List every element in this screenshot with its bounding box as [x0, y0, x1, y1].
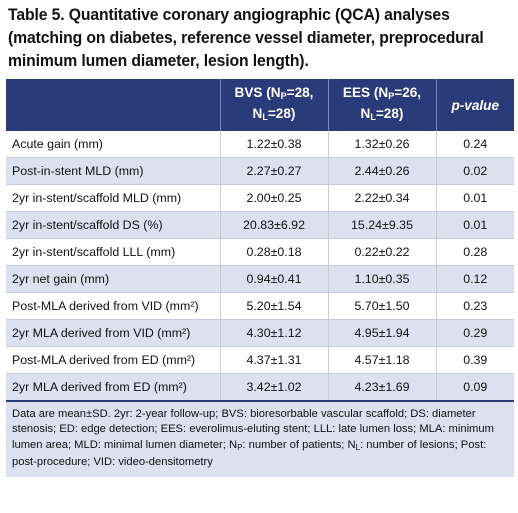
- p-value: 0.28: [436, 238, 514, 266]
- ees-value: 0.22±0.22: [328, 238, 437, 266]
- row-label: Post-MLA derived from ED (mm²): [6, 346, 221, 374]
- row-label: 2yr net gain (mm): [6, 265, 221, 293]
- p-value: 0.01: [436, 184, 514, 212]
- table-row: Post-MLA derived from ED (mm²) 4.37±1.31 4…: [6, 346, 514, 374]
- row-label: 2yr in-stent/scaffold DS (%): [6, 211, 221, 239]
- header-pvalue: p-value: [436, 79, 514, 131]
- bvs-value: 5.20±1.54: [220, 292, 329, 320]
- row-label: 2yr in-stent/scaffold LLL (mm): [6, 238, 221, 266]
- table-row: 2yr in-stent/scaffold MLD (mm) 2.00±0.25 2…: [6, 184, 514, 212]
- bvs-value: 0.28±0.18: [220, 238, 329, 266]
- ees-value: 1.32±0.26: [328, 131, 437, 158]
- table-row: Acute gain (mm) 1.22±0.38 1.32±0.26 0.24: [6, 131, 514, 158]
- p-value: 0.12: [436, 265, 514, 293]
- ees-value: 4.57±1.18: [328, 346, 437, 374]
- bvs-value: 3.42±1.02: [220, 373, 329, 400]
- ees-value: 4.23±1.69: [328, 373, 437, 400]
- ees-value: 5.70±1.50: [328, 292, 437, 320]
- table-row: 2yr in-stent/scaffold DS (%) 20.83±6.92 15…: [6, 211, 514, 239]
- table-row: 2yr MLA derived from VID (mm²) 4.30±1.12 4…: [6, 319, 514, 347]
- ees-value: 2.44±0.26: [328, 157, 437, 185]
- p-value: 0.01: [436, 211, 514, 239]
- table-title-line: (matching on diabetes, reference vessel …: [8, 29, 484, 47]
- bvs-value: 4.30±1.12: [220, 319, 329, 347]
- table-row: Post-in-stent MLD (mm) 2.27±0.27 2.44±0.26…: [6, 157, 514, 185]
- table-row: 2yr MLA derived from ED (mm²) 3.42±1.02 4.…: [6, 373, 514, 400]
- table-row: 2yr net gain (mm) 0.94±0.41 1.10±0.35 0.12: [6, 265, 514, 293]
- row-label: Acute gain (mm): [6, 131, 221, 158]
- qca-table: BVS (NP=28, NL=28) EES (NP=26, NL=28) p-…: [6, 79, 514, 400]
- bvs-value: 0.94±0.41: [220, 265, 329, 293]
- header-ees: EES (NP=26, NL=28): [328, 79, 437, 131]
- header-label: [6, 79, 221, 131]
- p-value: 0.29: [436, 319, 514, 347]
- p-value: 0.39: [436, 346, 514, 374]
- row-label: 2yr MLA derived from VID (mm²): [6, 319, 221, 347]
- row-label: 2yr in-stent/scaffold MLD (mm): [6, 184, 221, 212]
- p-value: 0.02: [436, 157, 514, 185]
- table-row: 2yr in-stent/scaffold LLL (mm) 0.28±0.18 0…: [6, 238, 514, 266]
- p-value: 0.24: [436, 131, 514, 158]
- bvs-value: 20.83±6.92: [220, 211, 329, 239]
- header-bvs: BVS (NP=28, NL=28): [220, 79, 329, 131]
- row-label: 2yr MLA derived from ED (mm²): [6, 373, 221, 400]
- bvs-value: 4.37±1.31: [220, 346, 329, 374]
- p-value: 0.09: [436, 373, 514, 400]
- ees-value: 15.24±9.35: [328, 211, 437, 239]
- ees-value: 2.22±0.34: [328, 184, 437, 212]
- bvs-value: 1.22±0.38: [220, 131, 329, 158]
- row-label: Post-in-stent MLD (mm): [6, 157, 221, 185]
- table-title-line: minimum lumen diameter, lesion length).: [8, 52, 309, 70]
- header-row: BVS (NP=28, NL=28) EES (NP=26, NL=28) p-…: [6, 79, 514, 131]
- table-title: Table 5. Quantitative coronary angiograp…: [8, 4, 497, 73]
- table-footnote: Data are mean±SD. 2yr: 2-year follow-up;…: [6, 400, 514, 477]
- ees-value: 1.10±0.35: [328, 265, 437, 293]
- table-row: Post-MLA derived from VID (mm²) 5.20±1.54…: [6, 292, 514, 320]
- p-value: 0.23: [436, 292, 514, 320]
- ees-value: 4.95±1.94: [328, 319, 437, 347]
- bvs-value: 2.00±0.25: [220, 184, 329, 212]
- row-label: Post-MLA derived from VID (mm²): [6, 292, 221, 320]
- table-title-line: Table 5. Quantitative coronary angiograp…: [8, 6, 450, 24]
- bvs-value: 2.27±0.27: [220, 157, 329, 185]
